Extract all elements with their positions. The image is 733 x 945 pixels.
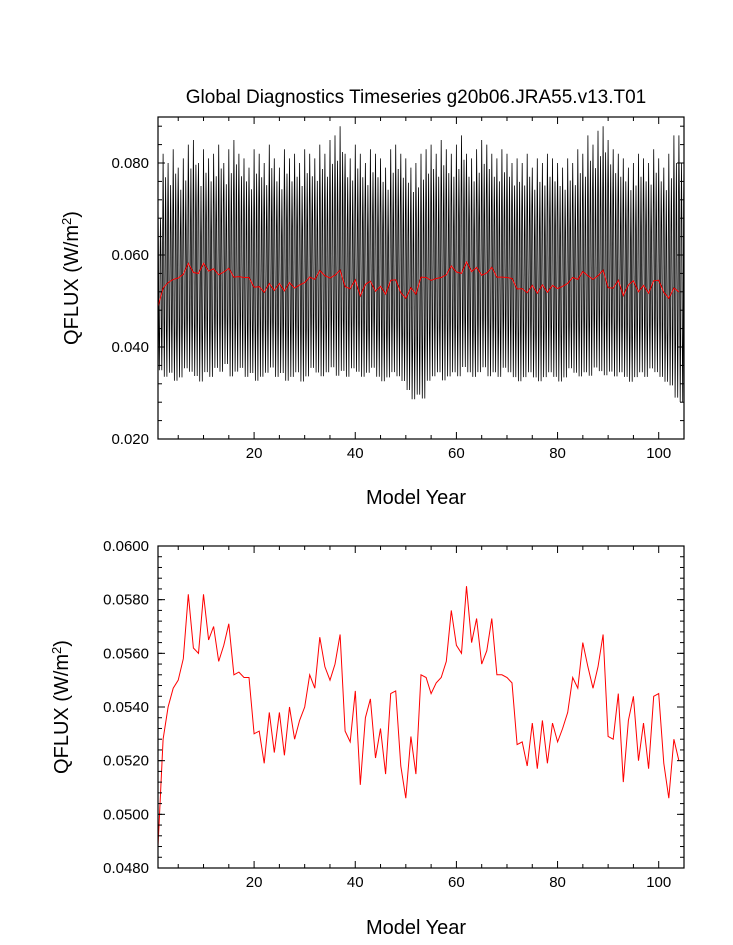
y-tick-label: 0.0580 bbox=[103, 592, 149, 609]
x-tick-label: 20 bbox=[246, 874, 263, 891]
y-tick-label: 0.0480 bbox=[103, 860, 149, 877]
top-y-axis-label: QFLUX (W/m2) bbox=[59, 211, 84, 345]
x-tick-label: 100 bbox=[646, 445, 671, 462]
x-tick-label: 60 bbox=[448, 445, 465, 462]
top-axes-frame bbox=[157, 116, 685, 440]
y-tick-label: 0.0600 bbox=[103, 538, 149, 555]
y-tick-label: 0.080 bbox=[111, 155, 149, 172]
annual-mean-line bbox=[157, 586, 680, 847]
y-tick-label: 0.0560 bbox=[103, 645, 149, 662]
top-plot-area bbox=[157, 126, 685, 403]
top-panel: Global Diagnostics Timeseries g20b06.JRA… bbox=[59, 87, 685, 509]
bottom-ticks: 20 40 60 80 100 0.0480 0.0500 0.0520 0.0540 0.056… bbox=[103, 538, 685, 891]
top-ticks: 20 40 60 80 100 0.020 0.040 0.060 0.080 bbox=[111, 117, 685, 462]
chart-title: Global Diagnostics Timeseries g20b06.JRA… bbox=[186, 87, 646, 108]
bottom-panel: 20 40 60 80 100 0.0480 0.0500 0.0520 0.0540 0.056… bbox=[49, 538, 685, 939]
top-x-axis-label: Model Year bbox=[366, 487, 466, 509]
y-tick-label: 0.040 bbox=[111, 339, 149, 356]
bottom-axes-frame bbox=[157, 545, 685, 869]
bottom-x-axis-label: Model Year bbox=[366, 917, 466, 939]
x-tick-label: 40 bbox=[347, 874, 364, 891]
x-tick-label: 100 bbox=[646, 874, 671, 891]
y-tick-label: 0.0540 bbox=[103, 699, 149, 716]
bottom-plot-area bbox=[157, 586, 680, 847]
x-tick-label: 80 bbox=[549, 445, 566, 462]
y-tick-label: 0.060 bbox=[111, 247, 149, 264]
bottom-y-axis-label: QFLUX (W/m2) bbox=[49, 640, 74, 774]
x-tick-label: 80 bbox=[549, 874, 566, 891]
y-tick-label: 0.020 bbox=[111, 431, 149, 448]
monthly-line bbox=[157, 126, 685, 403]
x-tick-label: 60 bbox=[448, 874, 465, 891]
annual-mean-overlay-line bbox=[157, 260, 680, 307]
x-tick-label: 20 bbox=[246, 445, 263, 462]
y-tick-label: 0.0500 bbox=[103, 806, 149, 823]
y-tick-label: 0.0520 bbox=[103, 753, 149, 770]
x-tick-label: 40 bbox=[347, 445, 364, 462]
